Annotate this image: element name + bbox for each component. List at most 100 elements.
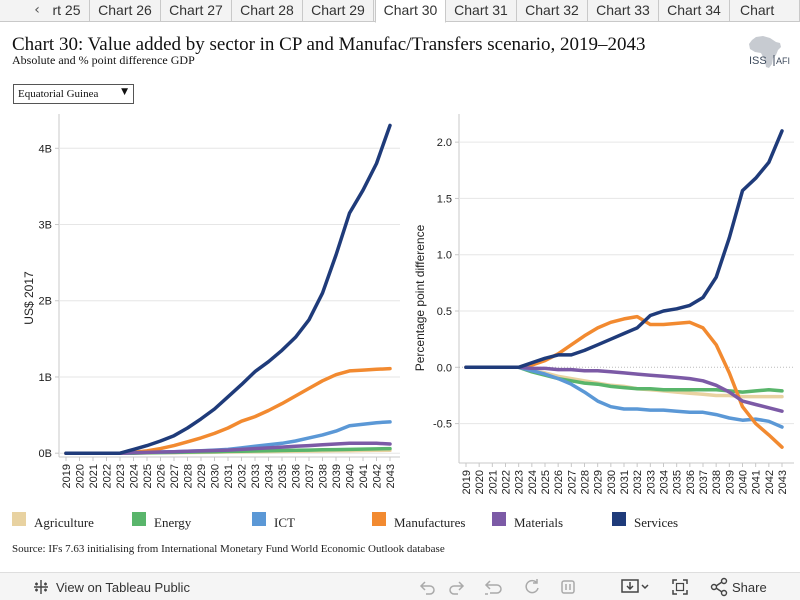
right-y-tick-label: 1.0 (437, 250, 452, 262)
right-series-line-services (464, 129, 784, 370)
right-x-tick-label: 2033 (645, 470, 657, 494)
share-button[interactable]: Share (710, 577, 780, 597)
right-x-tick-label: 2036 (685, 470, 697, 494)
left-x-tick-label: 2037 (304, 464, 316, 488)
africa-map-icon (749, 36, 781, 68)
tableau-toolbar: View on Tableau Public Share (0, 572, 800, 600)
right-y-tick-label: 0.0 (437, 362, 452, 374)
iss-afi-logo: ISS AFI (749, 36, 790, 68)
left-x-tick-label: 2031 (223, 464, 235, 488)
absolute-value-chart[interactable]: 2019 2020 2021 2022 2023 2024 2025 2026 2027 2028… (0, 108, 400, 500)
source-note: Source: IFs 7.63 initialising from Inter… (12, 543, 445, 555)
left-x-tick-label: 2025 (142, 464, 154, 488)
legend-swatch (492, 512, 506, 526)
tab-chart-28[interactable]: Chart 28 (232, 0, 303, 22)
legend-label: Agriculture (34, 515, 94, 530)
left-x-tick-label: 2039 (331, 464, 343, 488)
fullscreen-icon[interactable] (670, 577, 690, 597)
dashboard-title: Chart 30: Value added by sector in CP an… (12, 34, 646, 55)
right-x-tick-label: 2022 (501, 470, 513, 494)
left-x-tick-label: 2026 (156, 464, 168, 488)
country-dropdown[interactable]: Equatorial Guinea ▼ (13, 84, 134, 104)
tab-chart-25[interactable]: rt 25 (44, 0, 90, 22)
left-x-tick-label: 2028 (183, 464, 195, 488)
tab-chart-27[interactable]: Chart 27 (161, 0, 232, 22)
pause-icon[interactable] (558, 577, 578, 597)
left-x-tick-label: 2021 (88, 464, 100, 488)
right-x-tick-label: 2031 (619, 470, 631, 494)
right-x-tick-label: 2024 (527, 470, 539, 494)
left-x-tick-label: 2023 (115, 464, 127, 488)
left-y-tick-label: 4B (39, 143, 52, 155)
legend-label: ICT (274, 515, 295, 530)
left-x-tick-label: 2024 (129, 464, 141, 488)
download-icon[interactable] (620, 577, 652, 597)
left-x-tick-label: 2032 (237, 464, 249, 488)
right-y-axis-label: Percentage point difference (413, 224, 427, 371)
left-y-tick-label: 1B (39, 372, 52, 384)
refresh-icon[interactable] (522, 577, 542, 597)
right-x-tick-label: 2035 (672, 470, 684, 494)
left-x-tick-label: 2038 (318, 464, 330, 488)
view-on-tableau-label: View on Tableau Public (56, 580, 190, 595)
right-y-tick-label: 0.5 (437, 306, 452, 318)
left-series-line-manufactures (64, 366, 392, 455)
tab-chart-31[interactable]: Chart 31 (446, 0, 517, 22)
left-x-tick-label: 2029 (196, 464, 208, 488)
country-dropdown-value: Equatorial Guinea (18, 88, 99, 100)
right-x-tick-label: 2019 (461, 470, 473, 494)
right-x-tick-label: 2028 (580, 470, 592, 494)
legend-label: Services (634, 515, 679, 530)
left-x-tick-label: 2040 (345, 464, 357, 488)
left-x-tick-label: 2041 (358, 464, 370, 488)
redo-icon[interactable] (446, 577, 466, 597)
right-x-tick-label: 2020 (474, 470, 486, 494)
left-x-tick-label: 2022 (102, 464, 114, 488)
share-label: Share (732, 580, 767, 595)
left-x-tick-label: 2030 (210, 464, 222, 488)
right-x-tick-label: 2039 (724, 470, 736, 494)
percentage-point-chart[interactable]: 2019 2020 2021 2022 2023 2024 2025 2026 2027 2028… (400, 108, 800, 500)
left-y-tick-label: 2B (39, 296, 52, 308)
legend-swatch (132, 512, 146, 526)
tab-chart-33[interactable]: Chart 33 (588, 0, 659, 22)
right-x-tick-label: 2034 (659, 470, 671, 494)
right-x-tick-label: 2026 (553, 470, 565, 494)
legend-swatch (612, 512, 626, 526)
tab-chart-34[interactable]: Chart 34 (659, 0, 730, 22)
right-y-tick-label: 2.0 (437, 137, 452, 149)
tab-chart-35[interactable]: Chart (730, 0, 800, 22)
revert-icon[interactable] (484, 577, 504, 597)
legend-swatch (12, 512, 26, 526)
legend-label: Materials (514, 515, 564, 530)
tab-chart-30[interactable]: Chart 30 (375, 0, 446, 23)
left-x-tick-label: 2033 (250, 464, 262, 488)
right-x-tick-label: 2038 (711, 470, 723, 494)
chart-legend: Agriculture Energy ICT Manufactures Mate… (0, 510, 800, 534)
share-icon (710, 577, 728, 597)
undo-icon[interactable] (418, 577, 438, 597)
sheet-tab-bar: ‹ rt 25 Chart 26 Chart 27 Chart 28 Chart… (0, 0, 800, 23)
left-y-axis-label: US$ 2017 (22, 271, 36, 325)
right-series-line-manufactures (464, 314, 784, 449)
chevron-down-icon[interactable]: ▼ (121, 87, 128, 97)
legend-swatch (252, 512, 266, 526)
left-x-tick-label: 2027 (169, 464, 181, 488)
tab-scroll-left-icon[interactable]: ‹ (34, 2, 40, 18)
right-x-tick-label: 2041 (751, 470, 763, 494)
left-x-tick-label: 2020 (75, 464, 87, 488)
left-x-tick-label: 2035 (277, 464, 289, 488)
tab-chart-26[interactable]: Chart 26 (90, 0, 161, 22)
legend-swatch (372, 512, 386, 526)
logo-text-iss: ISS (749, 55, 767, 67)
left-x-tick-label: 2042 (372, 464, 384, 488)
tab-chart-29[interactable]: Chart 29 (303, 0, 374, 22)
right-x-tick-label: 2021 (487, 470, 499, 494)
right-x-tick-label: 2032 (632, 470, 644, 494)
left-x-tick-label: 2034 (264, 464, 276, 488)
tab-chart-32[interactable]: Chart 32 (517, 0, 588, 22)
right-x-tick-label: 2027 (566, 470, 578, 494)
right-x-tick-label: 2025 (540, 470, 552, 494)
legend-label: Manufactures (394, 515, 466, 530)
right-x-tick-label: 2040 (738, 470, 750, 494)
